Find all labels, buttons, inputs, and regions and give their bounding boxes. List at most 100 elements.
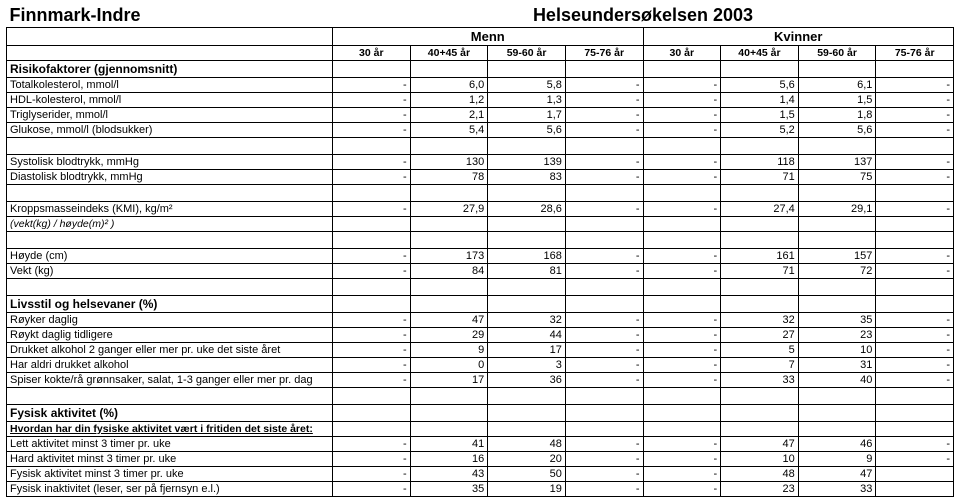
table-row: Triglyserider, mmol/l-2,11,7--1,51,8-	[7, 108, 954, 123]
activity-subheader: Hvordan har din fysiske aktivitet vært i…	[7, 422, 954, 437]
data-cell: -	[643, 358, 721, 373]
data-cell: 84	[410, 264, 488, 279]
row-label: Vekt (kg)	[7, 264, 333, 279]
row-label: Drukket alkohol 2 ganger eller mer pr. u…	[7, 343, 333, 358]
data-cell: 19	[488, 482, 566, 497]
data-cell: 1,5	[721, 108, 799, 123]
data-cell: 1,2	[410, 93, 488, 108]
data-cell: -	[876, 328, 954, 343]
data-cell: 16	[410, 452, 488, 467]
table-row: Systolisk blodtrykk, mmHg-130139--118137…	[7, 155, 954, 170]
data-cell: 71	[721, 170, 799, 185]
table-row: Spiser kokte/rå grønnsaker, salat, 1-3 g…	[7, 373, 954, 388]
data-cell: -	[643, 108, 721, 123]
data-cell: -	[876, 123, 954, 138]
data-cell: 48	[488, 437, 566, 452]
data-cell: 0	[410, 358, 488, 373]
data-cell: 35	[798, 313, 876, 328]
data-cell: -	[333, 358, 411, 373]
age-header: 59-60 år	[798, 46, 876, 61]
kmi-note: (vekt(kg) / høyde(m)² )	[7, 217, 333, 232]
data-cell: -	[643, 249, 721, 264]
blank-age-header	[7, 46, 333, 61]
table-row: Hard aktivitet minst 3 timer pr. uke-162…	[7, 452, 954, 467]
row-label: Fysisk inaktivitet (leser, ser på fjerns…	[7, 482, 333, 497]
data-cell: 5,6	[488, 123, 566, 138]
data-cell: 29,1	[798, 202, 876, 217]
row-label: Diastolisk blodtrykk, mmHg	[7, 170, 333, 185]
data-cell: 5,2	[721, 123, 799, 138]
data-cell: -	[333, 78, 411, 93]
data-cell: 5,8	[488, 78, 566, 93]
data-cell: 5,6	[798, 123, 876, 138]
data-cell: -	[643, 313, 721, 328]
data-cell: -	[643, 264, 721, 279]
data-cell: -	[643, 482, 721, 497]
data-cell: -	[876, 437, 954, 452]
data-cell: 31	[798, 358, 876, 373]
row-label: Kroppsmasseindeks (KMI), kg/m²	[7, 202, 333, 217]
data-cell: -	[876, 343, 954, 358]
data-cell: 6,1	[798, 78, 876, 93]
data-cell: -	[876, 170, 954, 185]
data-cell: 75	[798, 170, 876, 185]
data-cell: 5,6	[721, 78, 799, 93]
row-label: HDL-kolesterol, mmol/l	[7, 93, 333, 108]
data-cell	[876, 482, 954, 497]
table-row: Røyker daglig-4732--3235-	[7, 313, 954, 328]
table-row: Drukket alkohol 2 ganger eller mer pr. u…	[7, 343, 954, 358]
data-cell: -	[333, 264, 411, 279]
data-cell: -	[876, 264, 954, 279]
data-cell: 1,7	[488, 108, 566, 123]
age-header: 59-60 år	[488, 46, 566, 61]
data-cell: 27	[721, 328, 799, 343]
data-cell	[876, 467, 954, 482]
data-cell: -	[643, 170, 721, 185]
section-risk: Risikofaktorer (gjennomsnitt)	[7, 61, 954, 78]
data-cell: 17	[410, 373, 488, 388]
data-cell: 40	[798, 373, 876, 388]
data-cell: -	[565, 358, 643, 373]
section-activity: Fysisk aktivitet (%)	[7, 405, 954, 422]
gender-header-men: Menn	[333, 28, 644, 46]
data-cell: 6,0	[410, 78, 488, 93]
data-cell: 71	[721, 264, 799, 279]
data-cell: 35	[410, 482, 488, 497]
data-cell: 33	[798, 482, 876, 497]
data-cell: -	[565, 373, 643, 388]
data-cell: 29	[410, 328, 488, 343]
data-cell: 44	[488, 328, 566, 343]
data-cell: 130	[410, 155, 488, 170]
data-cell: 5	[721, 343, 799, 358]
table-row: Totalkolesterol, mmol/l-6,05,8--5,66,1-	[7, 78, 954, 93]
row-label: Høyde (cm)	[7, 249, 333, 264]
data-cell: -	[643, 93, 721, 108]
data-cell: -	[643, 437, 721, 452]
data-cell: 36	[488, 373, 566, 388]
data-cell: -	[565, 93, 643, 108]
data-cell: -	[333, 155, 411, 170]
data-cell: 43	[410, 467, 488, 482]
data-cell: 157	[798, 249, 876, 264]
table-row: Glukose, mmol/l (blodsukker)-5,45,6--5,2…	[7, 123, 954, 138]
table-row: Kroppsmasseindeks (KMI), kg/m²-27,928,6-…	[7, 202, 954, 217]
data-cell: -	[333, 313, 411, 328]
data-cell: -	[333, 249, 411, 264]
section-label: Risikofaktorer (gjennomsnitt)	[7, 61, 333, 78]
table-row: Fysisk inaktivitet (leser, ser på fjerns…	[7, 482, 954, 497]
data-cell: -	[643, 155, 721, 170]
data-cell: -	[876, 358, 954, 373]
data-cell: 20	[488, 452, 566, 467]
data-cell: 48	[721, 467, 799, 482]
row-label: Totalkolesterol, mmol/l	[7, 78, 333, 93]
row-label: Har aldri drukket alkohol	[7, 358, 333, 373]
data-cell: 5,4	[410, 123, 488, 138]
row-label: Fysisk aktivitet minst 3 timer pr. uke	[7, 467, 333, 482]
data-cell: -	[876, 202, 954, 217]
data-cell: 2,1	[410, 108, 488, 123]
data-cell: 33	[721, 373, 799, 388]
data-cell: -	[333, 108, 411, 123]
data-cell: -	[643, 467, 721, 482]
data-cell: 173	[410, 249, 488, 264]
section-lifestyle: Livsstil og helsevaner (%)	[7, 296, 954, 313]
